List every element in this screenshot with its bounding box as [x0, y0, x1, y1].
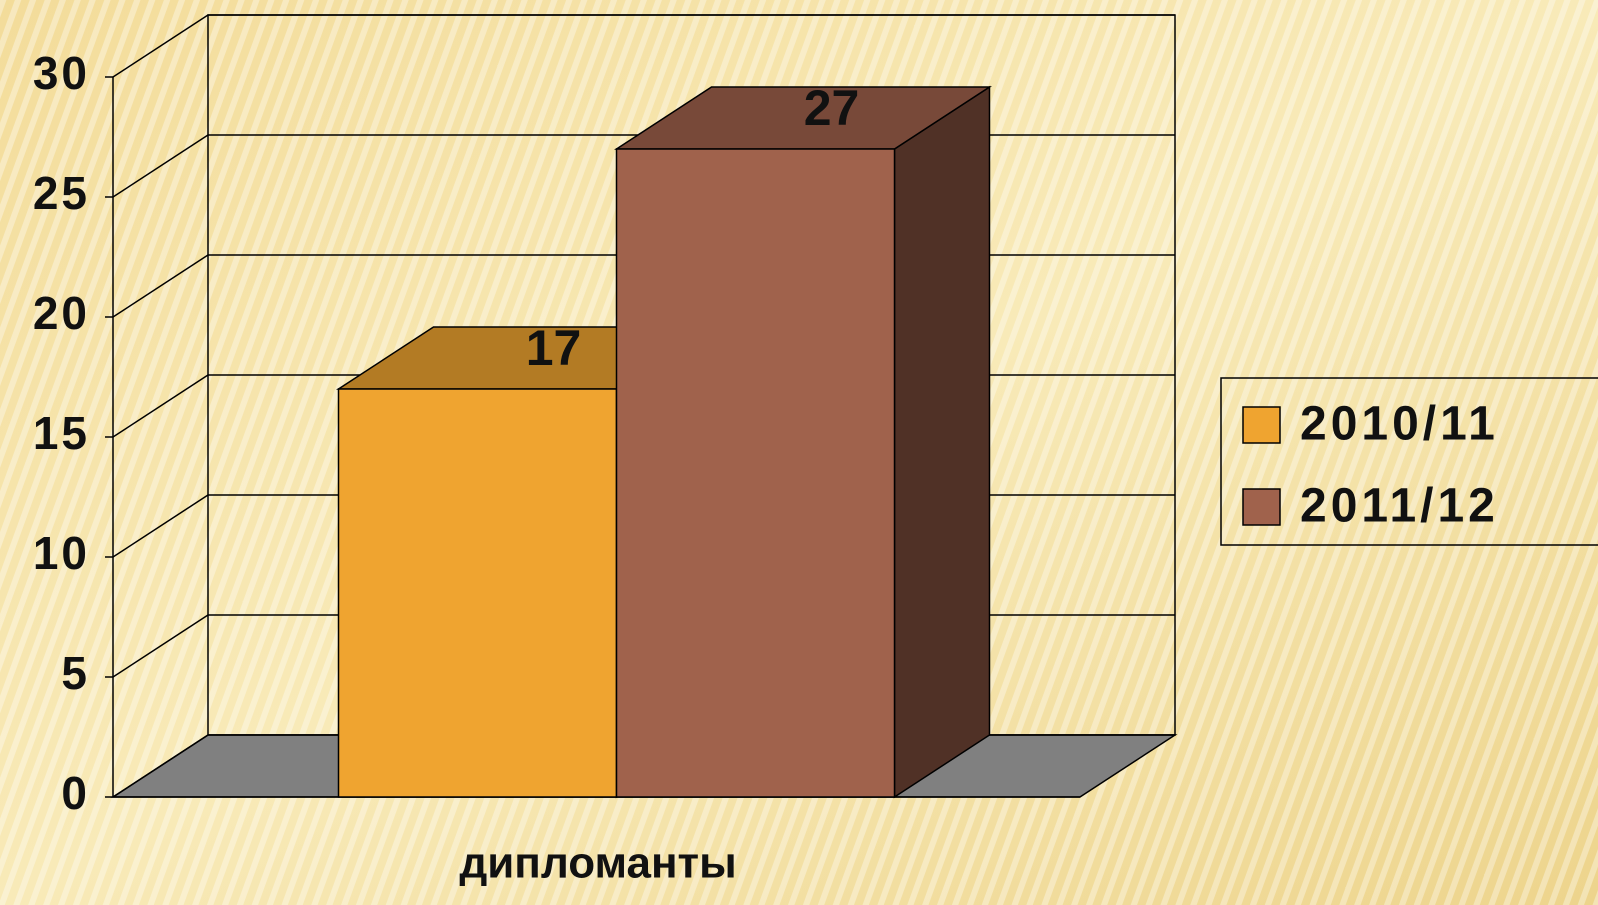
y-tick-label: 30	[33, 47, 90, 99]
y-tick-label: 15	[33, 407, 90, 459]
bar-top-shade	[616, 87, 990, 149]
legend-box	[1220, 377, 1598, 546]
grid-line	[112, 14, 1175, 78]
bar-front	[337, 388, 618, 798]
data-label: 27	[804, 80, 860, 136]
y-tick-label: 5	[61, 647, 90, 699]
bar-side-shade	[894, 87, 990, 797]
y-tick-label: 0	[61, 767, 90, 819]
y-tick-label: 10	[33, 527, 90, 579]
bar: 27	[613, 80, 993, 799]
legend-label: 2011/12	[1300, 480, 1499, 533]
legend-swatch	[1242, 488, 1281, 526]
y-tick-label: 20	[33, 287, 90, 339]
y-tick-label: 25	[33, 167, 90, 219]
x-category-label: дипломанты	[459, 839, 736, 888]
legend-label: 2010/11	[1300, 398, 1499, 451]
legend-swatch	[1242, 406, 1281, 444]
legend: 2010/11 2011/12	[1220, 377, 1598, 546]
data-label: 17	[526, 320, 582, 376]
bar-front	[615, 148, 896, 798]
